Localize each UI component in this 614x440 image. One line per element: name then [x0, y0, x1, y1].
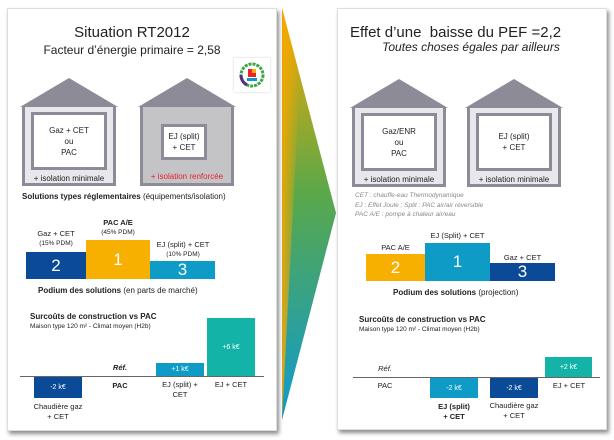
house-ej-split-cet: EJ (split) + CET + isolation minimale [465, 79, 563, 187]
house-label: PAC [61, 147, 77, 157]
legend: CET : chauffe-eau Thermodynamique EJ : E… [355, 191, 483, 220]
isolation-label: + isolation minimale [363, 175, 435, 184]
house-label: ou [64, 136, 74, 146]
house-label: Gaz/ENR [382, 126, 416, 136]
solutions-caption: Solutions types réglementaires (équipeme… [22, 192, 226, 201]
cost-label: EJ (split) + [162, 380, 198, 389]
costs-subtitle: Maison type 120 m² - Climat moyen (H2b) [359, 326, 480, 333]
cost-label: PAC [112, 381, 128, 390]
house-label: EJ (split) [498, 132, 530, 141]
left-title: Situation RT2012 [74, 24, 190, 41]
house-label: ou [394, 137, 404, 147]
isolation-label: + isolation renforcée [150, 172, 224, 181]
podium-bar-pac: 1 [86, 240, 150, 279]
house-ej-split-cet: EJ (split) + CET + isolation renforcée [138, 78, 236, 186]
roof-icon [350, 79, 448, 108]
caption-rest: (projection) [478, 288, 519, 297]
podium-label-text: EJ (Split) + CET [430, 231, 485, 240]
costs-title: Surcoûts de construction vs PAC [30, 312, 157, 321]
podium-bar-gaz-cet: 2 [26, 252, 86, 279]
bbc-2012-logo [234, 58, 270, 92]
cost-bar-ej-split: +1 k€ [156, 363, 204, 376]
house-label: EJ (split) [168, 132, 200, 141]
podium-caption: Podium des solutions (projection) [393, 288, 518, 297]
podium-bar-ej-split: 1 [425, 243, 490, 281]
baseline [20, 376, 264, 377]
podium-label-text: EJ (split) + CET [156, 240, 210, 249]
cost-bar-ej-cet: +2 k€ [545, 357, 592, 377]
roof-icon [20, 78, 118, 107]
caption-rest: (équipements/isolation) [142, 192, 226, 201]
cost-label: Chaudière gaz [33, 402, 83, 411]
roof-icon [465, 79, 563, 108]
costs-subtitle: Maison type 120 m² - Climat moyen (H2b) [30, 323, 151, 330]
legend-item: CET : chauffe-eau Thermodynamique [355, 192, 464, 199]
house-label: Gaz + CET [49, 125, 89, 135]
legend-item: EJ : Effet Joule ; Split : PAC air/air r… [355, 201, 484, 209]
cost-label: Chaudière gaz [489, 401, 539, 410]
ref-label: Réf. [378, 364, 392, 373]
podium-label-text: Gaz + CET [503, 253, 542, 262]
house-label: PAC [391, 148, 407, 158]
house-gaz-cet-pac: Gaz + CET ou PAC + isolation minimale [20, 78, 118, 186]
roof-icon [138, 78, 236, 107]
cost-label: + CET [443, 412, 465, 421]
caption-bold: Podium des solutions [393, 288, 477, 297]
cost-label: + CET [47, 412, 69, 421]
caption-bold: Podium des solutions [38, 286, 122, 295]
house-gaz-enr-pac: Gaz/ENR ou PAC + isolation minimale [350, 79, 448, 187]
right-subtitle: Toutes choses égales par ailleurs [382, 40, 560, 54]
cost-bar-chaudiere: -2 k€ [34, 377, 82, 398]
cost-label: EJ + CET [214, 380, 248, 389]
left-subtitle: Facteur d’énergie primaire = 2,58 [43, 43, 221, 57]
cost-label: EJ + CET [552, 381, 586, 390]
house-label: + CET [502, 143, 526, 152]
cost-label: EJ (split) [438, 402, 470, 411]
podium-share: (45% PDM) [101, 229, 135, 236]
cost-label: PAC [377, 381, 393, 390]
baseline [353, 377, 600, 378]
cost-bar-ej-split: -2 k€ [430, 378, 478, 398]
legend-item: PAC A/E : pompe à chaleur air/eau [355, 211, 456, 218]
podium-label-text: PAC A/E [103, 218, 133, 227]
podium-bar-gaz-cet: 3 [490, 262, 555, 281]
cost-bar-ej-cet: +6 k€ [207, 318, 255, 376]
cost-bar-chaudiere: -2 k€ [490, 378, 538, 398]
costs-title: Surcoûts de construction vs PAC [359, 315, 486, 324]
podium-label: Gaz + CET (15% PDM) [26, 229, 86, 249]
podium-bar-ej-split: 3 [150, 260, 215, 279]
podium-label-text: Gaz + CET [37, 229, 75, 238]
caption-bold: Solutions types réglementaires [22, 192, 141, 201]
transition-arrow [282, 8, 336, 420]
house-label: + CET [172, 143, 196, 152]
isolation-label: + isolation minimale [478, 175, 550, 184]
podium-caption: Podium des solutions (en parts de marché… [38, 286, 198, 295]
ref-label: Réf. [112, 363, 128, 372]
podium-label-text: PAC A/E [381, 243, 410, 252]
podium-share: (10% PDM) [166, 251, 200, 258]
cost-label: CET [172, 390, 188, 399]
cost-label: + CET [503, 411, 525, 420]
caption-rest: (en parts de marché) [123, 286, 198, 295]
podium-bar-pac: 2 [366, 254, 425, 281]
isolation-label: + isolation minimale [33, 174, 105, 183]
podium-share: (15% PDM) [39, 240, 73, 247]
right-title: Effet d’une baisse du PEF =2,2 [350, 24, 562, 41]
